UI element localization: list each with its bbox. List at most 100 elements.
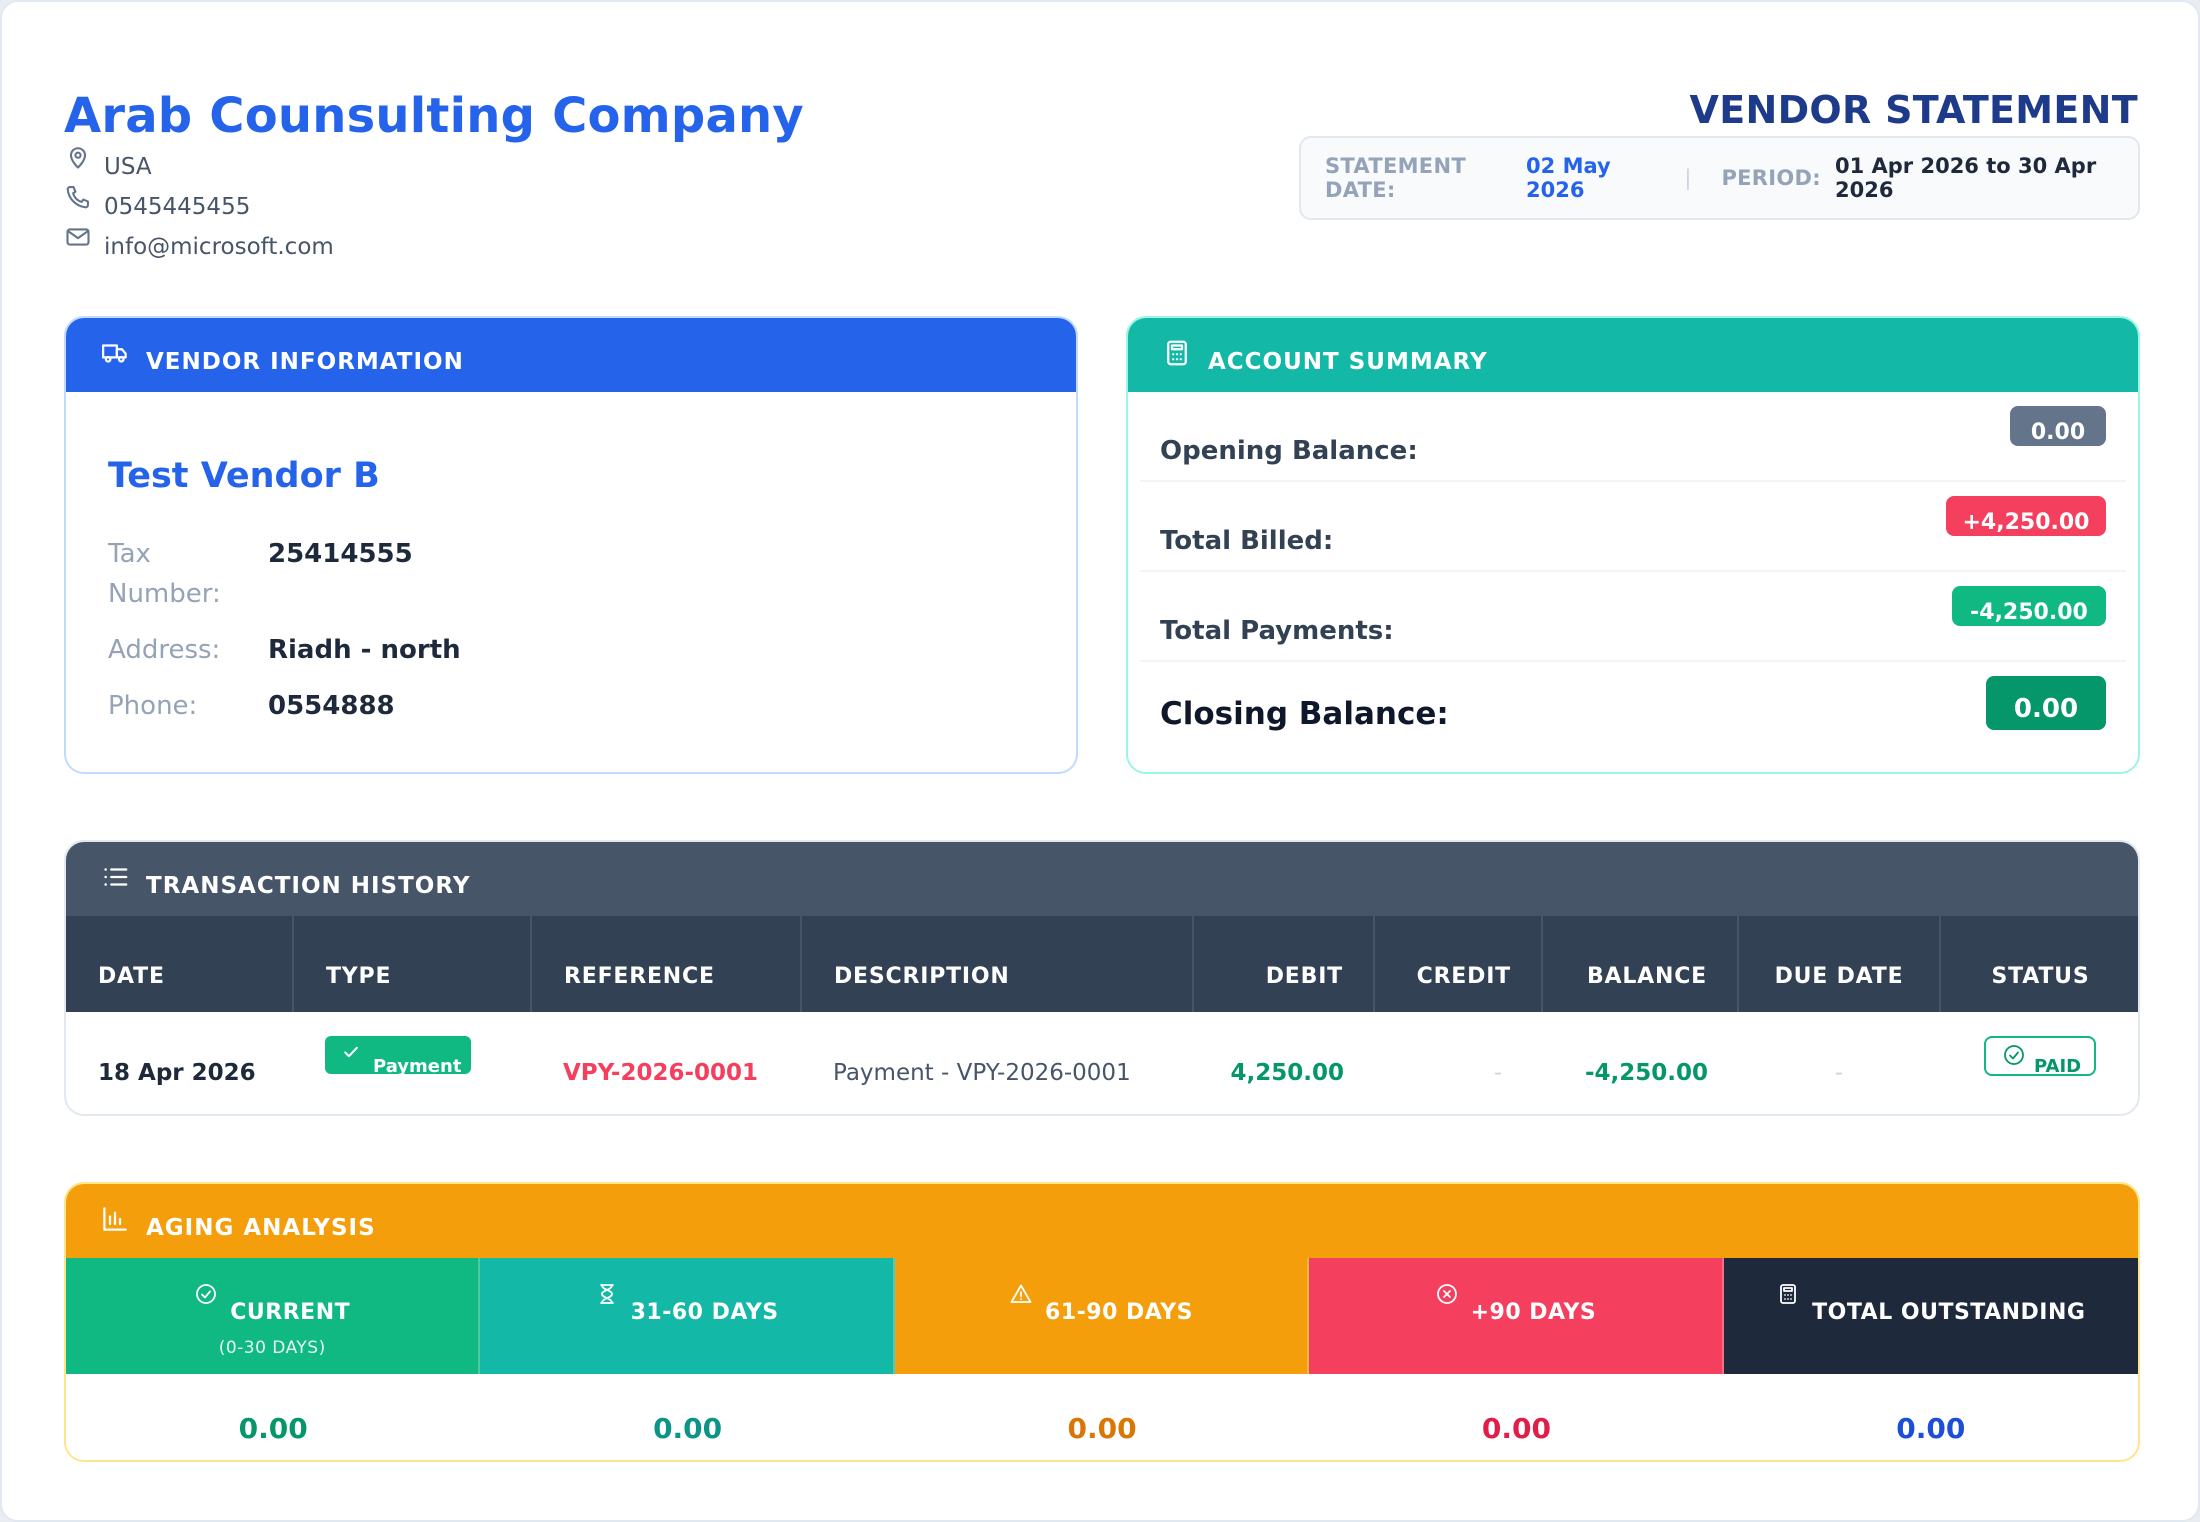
vendor-field-value: 25414555 [268, 539, 413, 569]
aging-bucket-90-plus: +90 DAYS 0.00 [1309, 1258, 1724, 1460]
vendor-field-tax: Tax Number: 25414555 [108, 534, 413, 614]
column-header[interactable]: DUE DATE [1738, 916, 1941, 1012]
aging-bucket-header: +90 DAYS [1309, 1258, 1724, 1374]
hourglass-icon [595, 1282, 619, 1306]
contact-phone: 0545445455 [64, 180, 250, 220]
check-circle-icon [2004, 1045, 2024, 1065]
x-circle-icon [1435, 1282, 1459, 1306]
map-pin-icon [64, 143, 92, 171]
aging-bucket-value: 0.00 [1896, 1412, 1966, 1445]
company-phone: 0545445455 [104, 194, 251, 220]
aging-bucket-current: CURRENT (0-30 DAYS) 0.00 [66, 1258, 481, 1460]
list-icon [100, 862, 130, 892]
company-email: info@microsoft.com [104, 234, 334, 260]
cell-type: Payment [293, 1012, 531, 1114]
truck-icon [100, 338, 130, 368]
transaction-history-card: TRANSACTION HISTORY DATE TYPE REFERENCE … [64, 840, 2140, 1116]
aging-bucket-value: 0.00 [1481, 1412, 1551, 1445]
mail-icon [64, 223, 92, 251]
vendor-name: Test Vendor B [108, 456, 380, 496]
check-circle-icon [194, 1282, 218, 1306]
cell-balance: -4,250.00 [1584, 1060, 1708, 1086]
summary-value-badge: 0.00 [1986, 676, 2106, 730]
aging-bucket-label: 61-90 DAYS [1045, 1300, 1193, 1325]
aging-bucket-header: TOTAL OUTSTANDING [1723, 1258, 2138, 1374]
calculator-icon [1162, 338, 1192, 368]
summary-value-badge: -4,250.00 [1952, 586, 2106, 626]
aging-analysis-header: AGING ANALYSIS [66, 1184, 2138, 1258]
summary-value-badge: +4,250.00 [1946, 496, 2106, 536]
cell-credit: - [1493, 1060, 1502, 1086]
aging-analysis-card: AGING ANALYSIS CURRENT (0-30 DAYS) 0.00 … [64, 1182, 2140, 1462]
phone-icon [64, 183, 92, 211]
aging-bucket-header: 31-60 DAYS [480, 1258, 895, 1374]
statement-date-label: STATEMENT DATE: [1325, 154, 1466, 202]
period-label: PERIOD: [1721, 166, 1821, 190]
aging-bucket-label: +90 DAYS [1470, 1300, 1597, 1325]
aging-bucket-value: 0.00 [238, 1412, 308, 1445]
column-header[interactable]: DESCRIPTION [801, 916, 1194, 1012]
account-summary-title: ACCOUNT SUMMARY [1208, 349, 1488, 375]
summary-label: Total Payments: [1160, 616, 1394, 646]
vendor-field-value: 0554888 [268, 691, 395, 721]
calculator-icon [1776, 1282, 1800, 1306]
column-header[interactable]: TYPE [293, 916, 532, 1012]
vendor-information-card: VENDOR INFORMATION Test Vendor B Tax Num… [64, 316, 1078, 774]
aging-bucket-label: 31-60 DAYS [630, 1300, 779, 1325]
aging-bucket-31-60: 31-60 DAYS 0.00 [480, 1258, 895, 1460]
statement-meta-box: STATEMENT DATE: 02 May 2026 | PERIOD: 01… [1299, 136, 2140, 220]
summary-row-closing: Closing Balance: 0.00 [1140, 662, 2126, 752]
type-badge: Payment [325, 1036, 471, 1074]
summary-row-billed: Total Billed: +4,250.00 [1140, 482, 2126, 572]
status-badge-label: PAID [2034, 1056, 2082, 1076]
aging-bucket-61-90: 61-90 DAYS 0.00 [894, 1258, 1310, 1460]
aging-grid: CURRENT (0-30 DAYS) 0.00 31-60 DAYS 0.00 [66, 1258, 2138, 1460]
cell-description: Payment - VPY-2026-0001 [833, 1060, 1131, 1086]
vendor-field-phone: Phone: 0554888 [108, 686, 395, 726]
table-row[interactable]: 18 Apr 2026 Payment VPY-2026-0001 Paymen… [66, 1012, 2138, 1114]
transaction-history-title: TRANSACTION HISTORY [146, 873, 471, 899]
cell-reference[interactable]: VPY-2026-0001 [563, 1060, 759, 1086]
vendor-information-header: VENDOR INFORMATION [66, 318, 1076, 392]
vendor-field-label: Phone: [108, 691, 198, 721]
warning-triangle-icon [1009, 1282, 1033, 1306]
column-header[interactable]: DATE [66, 916, 294, 1012]
column-header[interactable]: BALANCE [1542, 916, 1739, 1012]
column-header[interactable]: REFERENCE [531, 916, 802, 1012]
cell-status: PAID [1940, 1012, 2138, 1114]
contact-email: info@microsoft.com [64, 220, 334, 260]
aging-analysis-title: AGING ANALYSIS [146, 1215, 376, 1241]
document-title: VENDOR STATEMENT [1689, 88, 2138, 132]
column-header[interactable]: CREDIT [1374, 916, 1543, 1012]
aging-bucket-sublabel: (0-30 DAYS) [218, 1338, 326, 1358]
aging-bucket-value: 0.00 [653, 1412, 723, 1445]
aging-bucket-total: TOTAL OUTSTANDING 0.00 [1723, 1258, 2138, 1460]
cell-date: 18 Apr 2026 [98, 1060, 256, 1086]
cell-debit: 4,250.00 [1230, 1060, 1345, 1086]
vendor-information-title: VENDOR INFORMATION [146, 349, 464, 375]
company-location: USA [104, 154, 152, 180]
aging-bucket-value: 0.00 [1067, 1412, 1137, 1445]
aging-bucket-label: TOTAL OUTSTANDING [1812, 1300, 2086, 1325]
column-header[interactable]: STATUS [1940, 916, 2138, 1012]
aging-bucket-header: 61-90 DAYS [894, 1258, 1310, 1374]
contact-location: USA [64, 140, 152, 180]
aging-bucket-header: CURRENT (0-30 DAYS) [66, 1258, 481, 1374]
vendor-field-value: Riadh - north [268, 635, 461, 665]
summary-value-badge: 0.00 [2010, 406, 2106, 446]
company-name: Arab Counsulting Company [64, 88, 804, 144]
summary-row-payments: Total Payments: -4,250.00 [1140, 572, 2126, 662]
statement-date: 02 May 2026 [1526, 154, 1611, 202]
bar-chart-icon [100, 1204, 130, 1234]
vendor-field-address: Address: Riadh - north [108, 630, 461, 670]
cell-due-date: - [1834, 1060, 1844, 1086]
summary-label: Total Billed: [1160, 526, 1334, 556]
transaction-table: DATE TYPE REFERENCE DESCRIPTION DEBIT CR… [66, 916, 2138, 1114]
transaction-history-header: TRANSACTION HISTORY [66, 842, 2138, 916]
check-icon [344, 1046, 358, 1058]
column-header[interactable]: DEBIT [1193, 916, 1375, 1012]
summary-label: Closing Balance: [1160, 696, 1449, 732]
account-summary-header: ACCOUNT SUMMARY [1128, 318, 2138, 392]
summary-row-opening: Opening Balance: 0.00 [1140, 392, 2126, 482]
